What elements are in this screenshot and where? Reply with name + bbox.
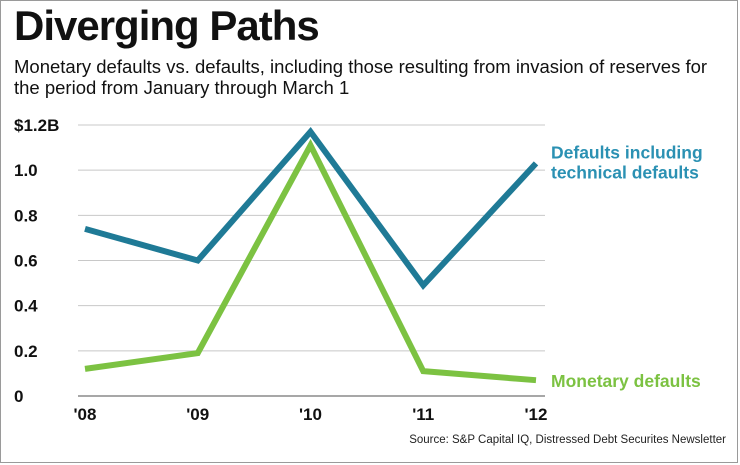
series-line-monetary-defaults bbox=[84, 138, 537, 384]
chart-subtitle: Monetary defaults vs. defaults, includin… bbox=[14, 56, 708, 98]
y-tick-label: 0.2 bbox=[14, 342, 38, 361]
series-label-technical-defaults: Defaults including bbox=[551, 142, 703, 162]
y-tick-label: 1.0 bbox=[14, 161, 38, 180]
y-tick-label: 0.6 bbox=[14, 252, 38, 271]
x-tick-label: '08 bbox=[74, 405, 97, 424]
source-note: Source: S&P Capital IQ, Distressed Debt … bbox=[409, 434, 726, 446]
y-tick-label: 0.4 bbox=[14, 297, 38, 316]
chart-title: Diverging Paths bbox=[14, 2, 320, 49]
y-axis-ticks: $1.2B 1.0 0.8 0.6 0.4 0.2 0 bbox=[14, 116, 59, 406]
series-lines bbox=[84, 126, 539, 384]
series-line-technical-defaults bbox=[84, 126, 539, 291]
x-tick-label: '12 bbox=[525, 405, 548, 424]
series-label-monetary-defaults: Monetary defaults bbox=[551, 371, 701, 391]
x-tick-label: '11 bbox=[412, 405, 434, 424]
y-tick-label: 0 bbox=[14, 387, 23, 406]
y-tick-label: 0.8 bbox=[14, 206, 38, 225]
x-tick-label: '10 bbox=[299, 405, 322, 424]
gridlines bbox=[78, 124, 545, 397]
y-tick-label: $1.2B bbox=[14, 116, 59, 135]
x-tick-label: '09 bbox=[186, 405, 209, 424]
series-label-technical-defaults: technical defaults bbox=[551, 162, 699, 182]
x-axis-ticks: '08 '09 '10 '11 '12 bbox=[74, 405, 548, 424]
